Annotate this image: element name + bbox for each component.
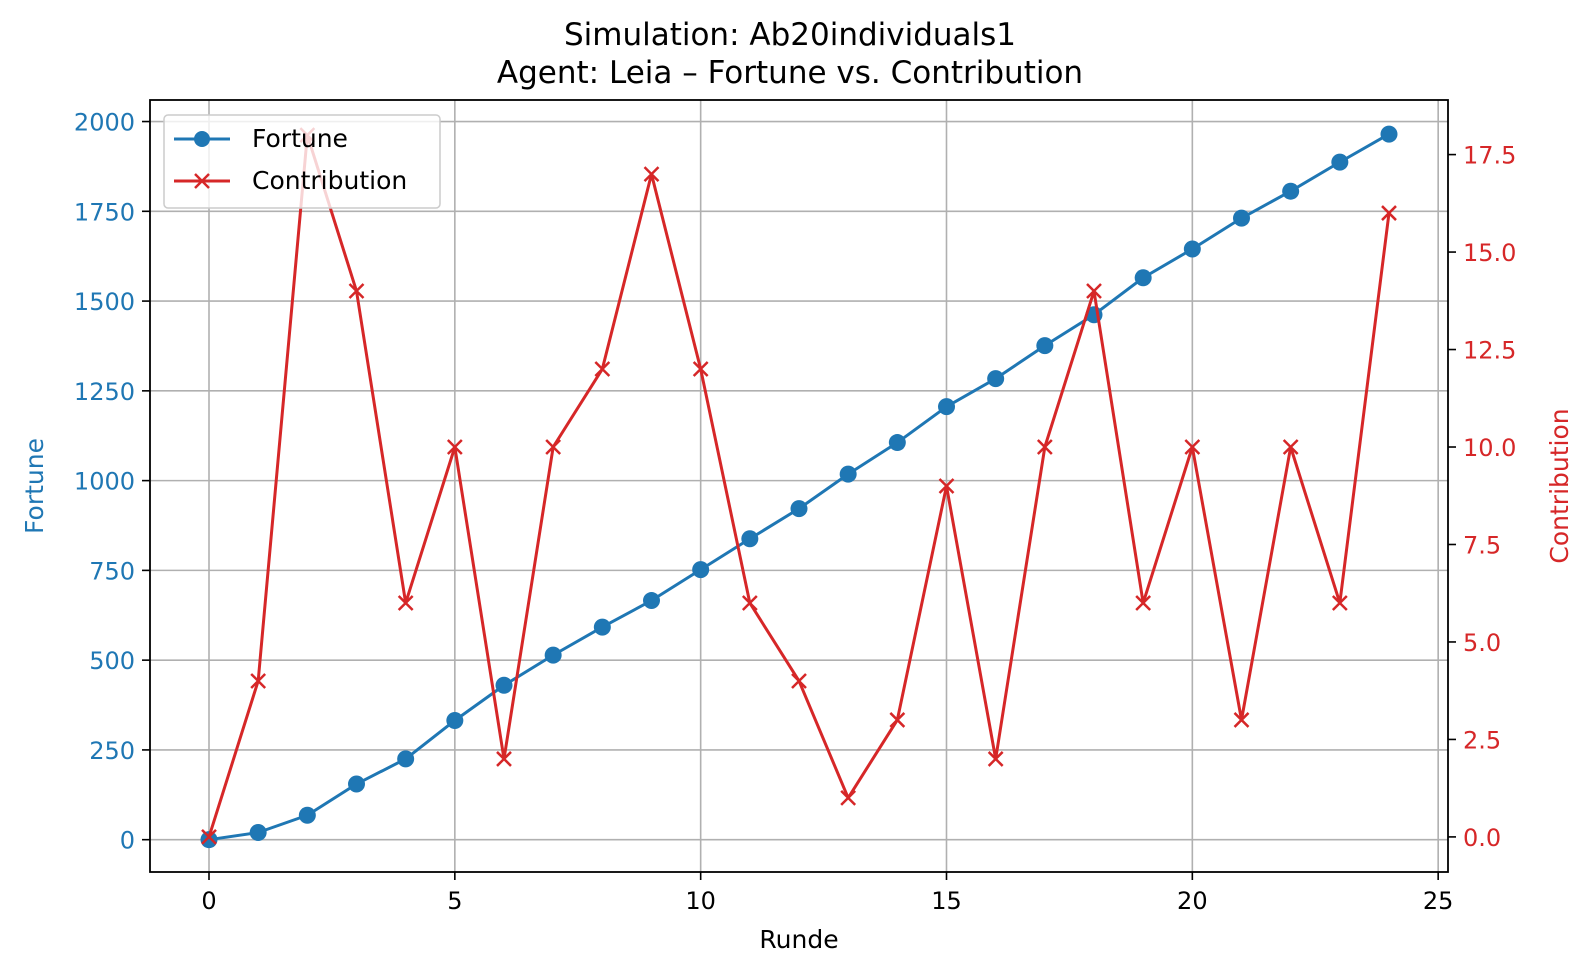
data-point-fortune — [1282, 182, 1300, 200]
data-point-contribution — [496, 751, 512, 767]
y-tick-label: 250 — [89, 737, 135, 765]
data-point-fortune — [593, 618, 611, 636]
data-point-fortune — [1233, 209, 1250, 227]
series-fortune — [200, 125, 1398, 849]
data-point-contribution — [643, 166, 660, 182]
data-point-fortune — [1183, 240, 1201, 258]
y-axis-label: Fortune — [20, 438, 49, 534]
data-point-contribution — [840, 790, 857, 806]
y-tick-label: 1750 — [74, 198, 135, 226]
data-point-contribution — [741, 595, 758, 611]
y2-tick-label: 10.0 — [1463, 434, 1516, 462]
y-tick-label: 0 — [120, 827, 135, 855]
data-point-contribution — [889, 712, 906, 728]
data-point-fortune — [643, 592, 660, 610]
data-point-fortune — [888, 434, 906, 452]
y-tick-label: 1250 — [74, 378, 135, 406]
legend-fortune-marker — [194, 131, 210, 147]
x-axis-ticks: 0 5 10 15 20 25 — [201, 872, 1453, 915]
data-point-contribution — [594, 361, 611, 377]
data-point-contribution — [250, 673, 267, 689]
grid — [150, 100, 1448, 872]
x-axis-label: Runde — [759, 925, 838, 954]
data-point-fortune — [298, 806, 316, 824]
data-point-contribution — [791, 673, 807, 689]
data-point-fortune — [348, 775, 365, 793]
legend-fortune-label: Fortune — [252, 124, 348, 153]
data-point-fortune — [839, 465, 857, 483]
x-tick-label: 20 — [1177, 887, 1208, 915]
data-point-contribution — [1381, 205, 1397, 221]
y2-tick-label: 12.5 — [1463, 337, 1516, 365]
data-point-fortune — [249, 824, 267, 842]
data-point-fortune — [987, 370, 1005, 388]
data-point-fortune — [495, 676, 513, 694]
data-point-fortune — [938, 398, 955, 416]
legend-box — [163, 114, 441, 209]
data-point-contribution — [1184, 439, 1201, 455]
data-point-contribution — [1331, 595, 1348, 611]
y2-tick-label: 2.5 — [1463, 726, 1501, 754]
plot-frame — [149, 99, 1449, 873]
data-point-contribution — [446, 439, 463, 455]
data-point-contribution — [348, 283, 365, 299]
y-tick-label: 750 — [89, 557, 135, 585]
y-axis-ticks: 0 250 500 750 1000 1250 1500 1750 2000 — [74, 109, 150, 855]
data-point-fortune — [544, 646, 562, 664]
series-line-contribution — [207, 133, 1391, 838]
data-point-contribution — [397, 595, 414, 611]
x-tick-label: 0 — [201, 887, 216, 915]
y2-axis-label: Contribution — [1545, 408, 1574, 563]
y2-tick-label: 7.5 — [1463, 531, 1501, 559]
legend: Fortune Contribution — [163, 114, 441, 209]
y2-tick-label: 17.5 — [1463, 142, 1516, 170]
data-point-fortune — [692, 561, 710, 579]
data-point-fortune — [1036, 337, 1054, 355]
data-point-contribution — [1282, 439, 1299, 455]
data-point-fortune — [200, 831, 218, 849]
y-tick-label: 500 — [89, 647, 135, 675]
y2-tick-label: 0.0 — [1463, 824, 1501, 852]
data-point-contribution — [987, 751, 1004, 767]
y2-axis-ticks: 0.0 2.5 5.0 7.5 10.0 12.5 15.0 17.5 — [1448, 142, 1516, 852]
data-point-fortune — [1134, 269, 1152, 287]
data-point-fortune — [1331, 153, 1349, 171]
y2-tick-label: 15.0 — [1463, 239, 1516, 267]
x-tick-label: 10 — [685, 887, 716, 915]
chart-subtitle: Agent: Leia – Fortune vs. Contribution — [497, 55, 1083, 91]
y-tick-label: 1500 — [74, 288, 135, 316]
data-point-contribution — [692, 361, 709, 377]
data-point-fortune — [446, 711, 464, 729]
data-point-contribution — [1036, 439, 1053, 455]
legend-contribution-marker — [194, 173, 210, 189]
legend-contribution-label: Contribution — [252, 166, 407, 195]
y-tick-label: 1000 — [74, 468, 135, 496]
y-tick-label: 2000 — [74, 109, 135, 137]
data-point-contribution — [938, 478, 955, 494]
data-point-contribution — [545, 439, 562, 455]
series-contribution — [201, 127, 1397, 845]
data-point-fortune — [790, 500, 808, 518]
x-tick-label: 25 — [1423, 887, 1454, 915]
chart-title: Simulation: Ab20individuals1 — [564, 17, 1016, 53]
data-point-contribution — [201, 829, 217, 845]
data-point-contribution — [1086, 283, 1102, 299]
data-point-fortune — [397, 750, 415, 768]
data-point-fortune — [741, 530, 759, 548]
y2-tick-label: 5.0 — [1463, 629, 1501, 657]
x-tick-label: 5 — [447, 887, 462, 915]
data-point-contribution — [1233, 712, 1250, 728]
data-point-fortune — [1380, 125, 1398, 143]
x-tick-label: 15 — [931, 887, 962, 915]
data-point-contribution — [1135, 595, 1152, 611]
